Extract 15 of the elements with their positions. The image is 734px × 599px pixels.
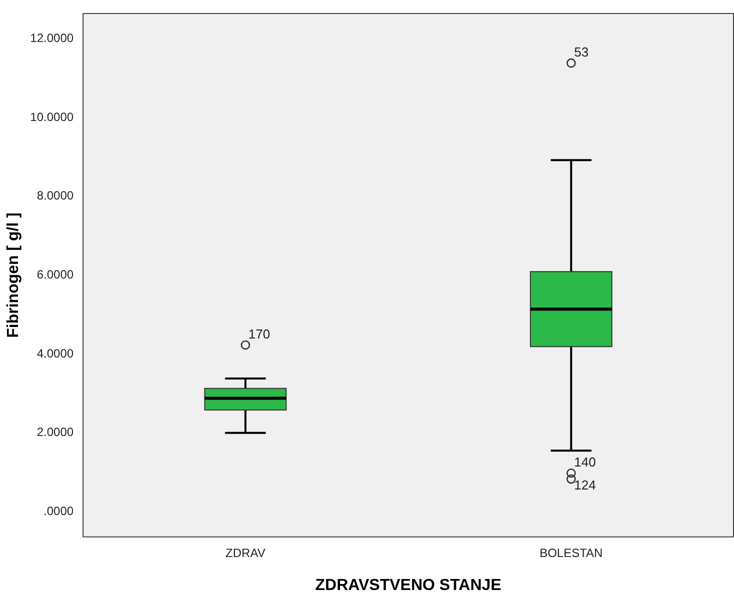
annotation: 53: [574, 44, 589, 60]
y-tick-label: 12.0000: [30, 30, 74, 45]
x-tick-label: ZDRAV: [226, 546, 266, 560]
y-axis-title: Fibrinogen [ g/l ]: [5, 212, 22, 338]
y-tick-label: 6.0000: [36, 268, 74, 282]
annotation: 124: [574, 478, 596, 493]
y-tick-label: 2.0000: [36, 425, 74, 440]
x-tick-label: BOLESTAN: [540, 546, 603, 560]
y-tick-label: 4.0000: [36, 346, 74, 360]
y-tick-label: 8.0000: [36, 188, 74, 203]
y-tick-label: .0000: [44, 504, 74, 518]
x-axis-title: ZDRAVSTVENO STANJE: [315, 576, 502, 594]
y-tick-label: 10.0000: [30, 110, 74, 124]
annotation: 170: [248, 326, 270, 342]
annotation: 140: [574, 454, 596, 470]
